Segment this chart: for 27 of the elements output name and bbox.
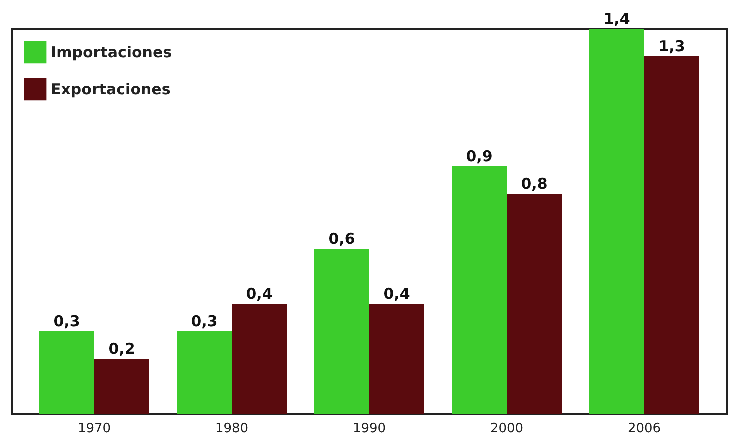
- data-label: 0,9: [466, 148, 493, 166]
- data-label: 0,6: [328, 230, 356, 248]
- x-tick-label: 2000: [490, 422, 524, 436]
- x-tick-label: 1980: [215, 422, 249, 436]
- data-label: 1,4: [604, 10, 630, 28]
- data-label: 0,2: [108, 340, 136, 358]
- x-tick-label: 1970: [78, 422, 112, 436]
- data-label: 0,4: [246, 285, 273, 303]
- bar: [370, 304, 424, 414]
- bar: [177, 332, 232, 414]
- data-label: 0,3: [54, 312, 80, 330]
- data-label: 0,3: [191, 312, 218, 330]
- data-label: 0,4: [384, 285, 410, 303]
- bar: [507, 194, 562, 414]
- legend-label: Importaciones: [51, 44, 172, 62]
- data-label: 1,3: [658, 38, 686, 56]
- bar: [590, 29, 644, 414]
- bar: [644, 56, 700, 414]
- legend-label: Exportaciones: [51, 80, 171, 98]
- x-tick-label: 1990: [352, 422, 386, 436]
- x-tick-label: 2006: [628, 422, 662, 436]
- bar: [94, 359, 150, 414]
- bar: [232, 304, 287, 414]
- bar: [40, 332, 94, 414]
- bar: [452, 166, 507, 414]
- bar: [314, 249, 370, 414]
- data-label: 0,8: [521, 175, 548, 193]
